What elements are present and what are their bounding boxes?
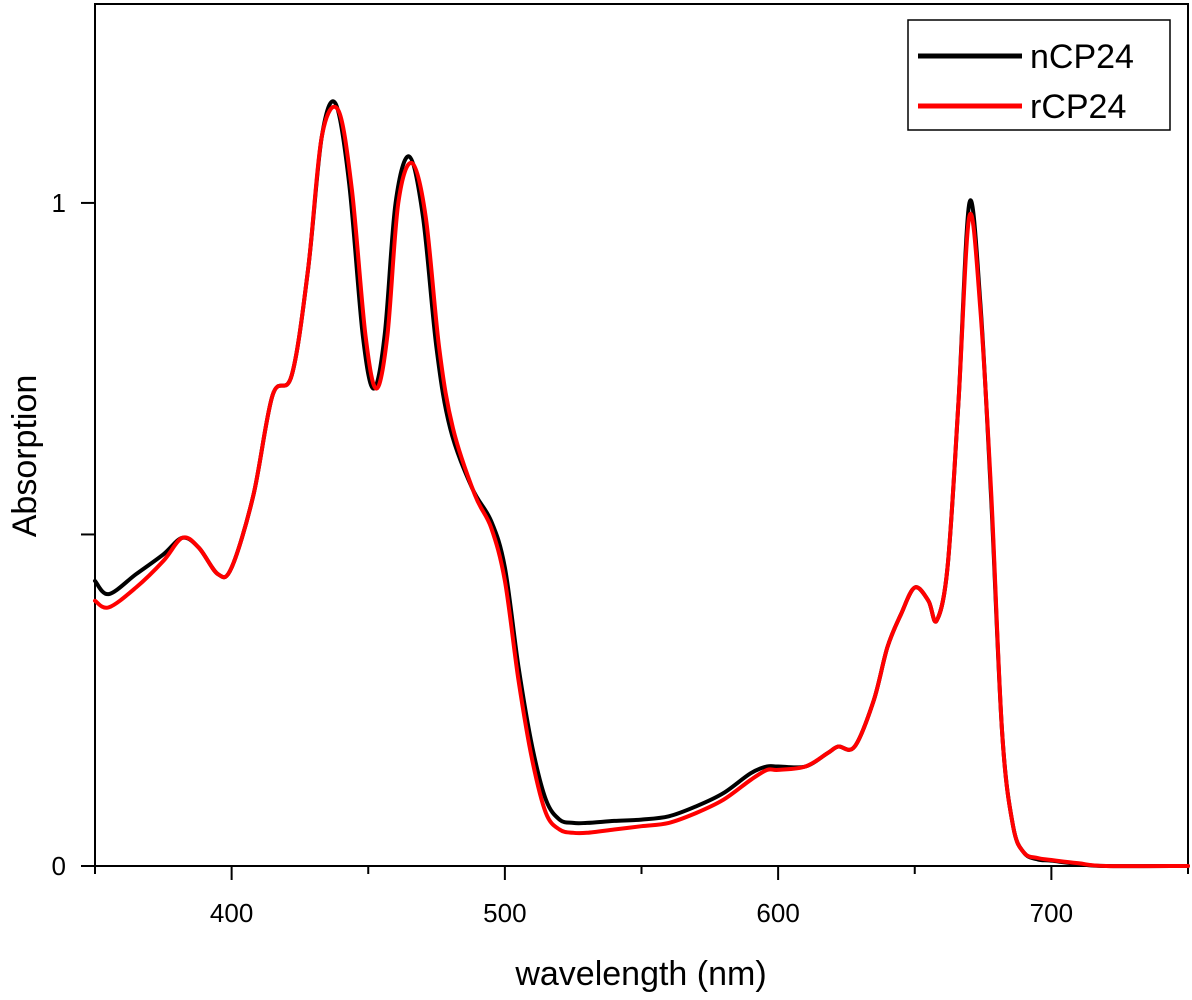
series-layer: [93, 99, 1190, 869]
x-tick-label: 500: [483, 898, 526, 928]
legend-box: [907, 19, 1171, 131]
y-axis-label: Absorption: [6, 375, 44, 538]
x-axis-label: wavelength (nm): [514, 955, 766, 993]
y-tick-label: 1: [52, 188, 66, 218]
plot-frame: [94, 3, 1189, 867]
legend-label-nCP24: nCP24: [1030, 38, 1134, 76]
legend-items: nCP24 rCP24: [918, 38, 1134, 126]
x-tick-label: 700: [1030, 898, 1073, 928]
x-tick-label: 600: [756, 898, 799, 928]
legend-label-rCP24: rCP24: [1030, 88, 1126, 126]
legend: nCP24 rCP24: [907, 19, 1171, 131]
axis-ticks: 400 500 600 700 0 1: [52, 188, 1189, 928]
y-tick-label: 0: [52, 851, 66, 881]
x-tick-label: 400: [210, 898, 253, 928]
series-line-rCP24: [93, 104, 1190, 869]
